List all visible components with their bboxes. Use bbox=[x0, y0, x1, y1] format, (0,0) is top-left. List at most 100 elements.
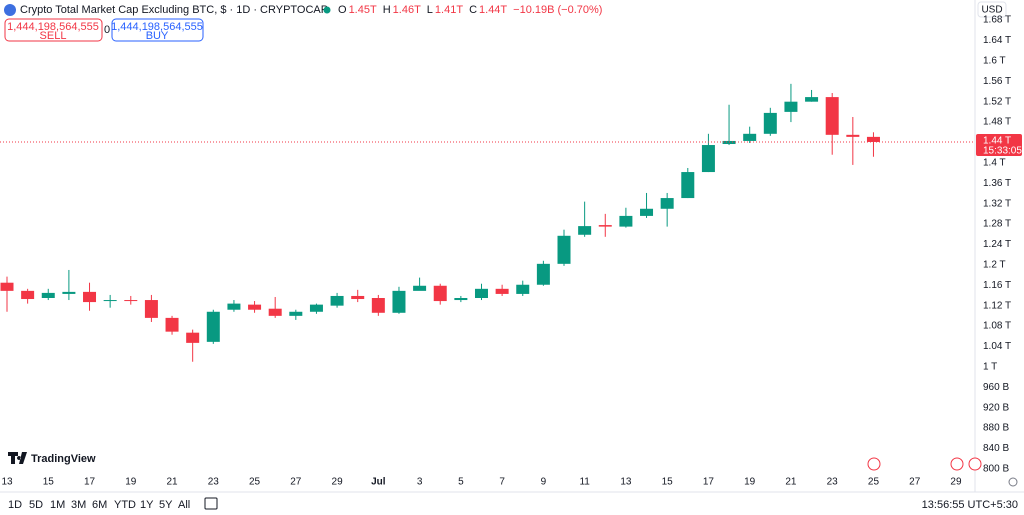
range-button[interactable]: 3M bbox=[71, 499, 86, 511]
candle-body bbox=[144, 300, 158, 318]
chart-title: Crypto Total Market Cap Excluding BTC, $… bbox=[20, 4, 328, 16]
buy-price: 1,444,198,564,555 bbox=[111, 21, 203, 33]
x-tick-label: 25 bbox=[249, 477, 261, 488]
candle-body bbox=[392, 290, 406, 313]
candle-body bbox=[454, 298, 468, 301]
y-tick-label: 920 B bbox=[983, 402, 1009, 413]
sell-button[interactable] bbox=[4, 18, 103, 42]
x-tick-label: 17 bbox=[84, 477, 96, 488]
x-tick-label: 5 bbox=[458, 477, 464, 488]
settings-icon[interactable] bbox=[1008, 477, 1018, 487]
candle-body bbox=[103, 300, 117, 302]
candle-body bbox=[248, 304, 262, 310]
currency-box[interactable] bbox=[977, 1, 1007, 18]
event-flag[interactable] bbox=[968, 457, 982, 471]
candle-body bbox=[83, 291, 97, 303]
x-tick-label: 17 bbox=[703, 477, 715, 488]
candle-body bbox=[805, 97, 819, 102]
candle-body bbox=[309, 304, 323, 312]
ohlc-change: −10.19B (−0.70%) bbox=[513, 4, 602, 16]
range-button[interactable]: All bbox=[178, 499, 190, 511]
x-tick-label: 9 bbox=[541, 477, 547, 488]
candle-body bbox=[763, 112, 777, 134]
range-button[interactable]: 6M bbox=[92, 499, 107, 511]
event-flag[interactable] bbox=[867, 457, 881, 471]
range-button[interactable]: 1Y bbox=[140, 499, 154, 511]
candle-body bbox=[474, 288, 488, 299]
candle-body bbox=[784, 101, 798, 112]
candle-body bbox=[0, 282, 14, 291]
candle-body bbox=[186, 332, 200, 343]
y-tick-label: 840 B bbox=[983, 443, 1009, 454]
ohlc-key: L bbox=[427, 4, 433, 16]
candle-body bbox=[640, 208, 654, 216]
y-tick-label: 1.2 T bbox=[983, 259, 1006, 270]
y-tick-label: 1.08 T bbox=[983, 321, 1011, 332]
calendar-icon[interactable] bbox=[204, 497, 218, 510]
y-tick-label: 1.56 T bbox=[983, 76, 1011, 87]
x-tick-label: 7 bbox=[499, 477, 505, 488]
status-dot bbox=[323, 6, 331, 14]
ohlc-value: 1.46T bbox=[393, 4, 421, 16]
ohlc-key: C bbox=[469, 4, 477, 16]
candle-body bbox=[557, 235, 571, 264]
range-button[interactable]: 5Y bbox=[159, 499, 173, 511]
currency: USD bbox=[981, 5, 1002, 16]
ohlc-key: O bbox=[338, 4, 347, 16]
y-tick-label: 1.12 T bbox=[983, 300, 1011, 311]
last-price-box bbox=[976, 133, 1022, 156]
range-button[interactable]: 1D bbox=[8, 499, 22, 511]
x-tick-label: 19 bbox=[125, 477, 137, 488]
buy-button[interactable] bbox=[111, 18, 204, 42]
ohlc-legend: O 1.45T H 1.46T L 1.41T C 1.44T −10.19B (−0.70%) bbox=[338, 4, 602, 16]
y-tick-label: 1.64 T bbox=[983, 35, 1011, 46]
candle-body bbox=[516, 284, 530, 294]
range-button[interactable]: YTD bbox=[114, 499, 136, 511]
x-tick-label: 27 bbox=[909, 477, 921, 488]
candle-body bbox=[351, 295, 365, 300]
y-tick-label: 1.48 T bbox=[983, 117, 1011, 128]
ohlc-value: 1.44T bbox=[479, 4, 507, 16]
candle-body bbox=[825, 97, 839, 135]
countdown: 15:33:05 bbox=[983, 146, 1022, 157]
range-button[interactable]: 5D bbox=[29, 499, 43, 511]
spread: 0 bbox=[104, 24, 110, 36]
candle-body bbox=[21, 290, 35, 300]
candle-body bbox=[701, 145, 715, 173]
y-tick-label: 1.68 T bbox=[983, 15, 1011, 26]
candle-body bbox=[433, 285, 447, 302]
ohlc-key: H bbox=[383, 4, 391, 16]
y-tick-label: 1 T bbox=[983, 361, 997, 372]
candle-body bbox=[619, 215, 633, 227]
x-tick-label: 21 bbox=[785, 477, 797, 488]
y-tick-label: 1.4 T bbox=[983, 158, 1006, 169]
candle-body bbox=[722, 140, 736, 145]
candle-body bbox=[578, 226, 592, 235]
sell-label: SELL bbox=[40, 30, 67, 42]
candle-body bbox=[846, 134, 860, 137]
last-price-label: 1.44 T bbox=[983, 136, 1011, 147]
candle-body bbox=[165, 317, 179, 332]
candle-body bbox=[206, 311, 220, 342]
event-flag[interactable] bbox=[950, 457, 964, 471]
logo-text: TradingView bbox=[31, 453, 96, 465]
y-tick-label: 1.04 T bbox=[983, 341, 1011, 352]
x-tick-label: 25 bbox=[868, 477, 880, 488]
ohlc-value: 1.45T bbox=[349, 4, 377, 16]
y-tick-label: 1.24 T bbox=[983, 239, 1011, 250]
candle-body bbox=[495, 288, 509, 294]
tradingview-logo: TradingView bbox=[8, 452, 96, 465]
candle-body bbox=[62, 291, 76, 294]
candle-body bbox=[598, 225, 612, 227]
candle-body bbox=[41, 292, 55, 299]
x-tick-label: Jul bbox=[371, 477, 386, 488]
range-button[interactable]: 1M bbox=[50, 499, 65, 511]
candle-body bbox=[289, 311, 303, 316]
candle-body bbox=[413, 285, 427, 291]
event-flags bbox=[867, 457, 982, 471]
x-tick-label: 15 bbox=[662, 477, 674, 488]
x-tick-label: 13 bbox=[1, 477, 13, 488]
x-tick-label: 13 bbox=[620, 477, 632, 488]
